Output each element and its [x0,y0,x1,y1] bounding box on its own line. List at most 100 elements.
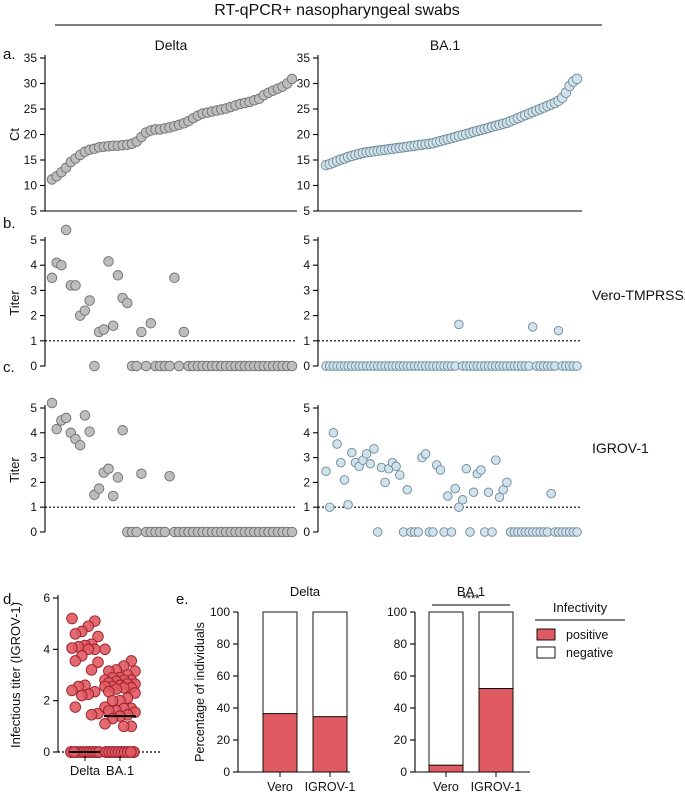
d-point [69,628,82,640]
c-ba1-point [372,527,383,537]
c-ba1-y-tick-label: 5 [303,401,310,415]
row-label-vero: Vero-TMPRSS2 [592,287,685,303]
c-delta-point [84,426,95,437]
b-delta-point [89,360,100,372]
b-delta-point [169,272,180,284]
c-ba1-point [361,449,372,459]
a-delta-y-tick-label: 10 [24,179,38,193]
e-ba1-significance: **** [462,593,480,605]
c-delta-y-label: Titer [7,457,22,483]
b-delta-point [286,360,298,372]
a-ba1-y-tick-label: 35 [297,51,311,65]
c-ba1-y-tick-label: 2 [303,475,310,489]
c-delta-point [286,526,298,538]
b-delta-point [164,360,175,372]
c-delta-y-tick-label: 2 [30,475,37,489]
a-delta-y-tick-label: 5 [30,204,37,218]
c-ba1-point [347,447,357,458]
b-delta-point [70,280,81,291]
c-delta-point [74,439,86,451]
e-ba1-legend-title: Infectivity [553,600,608,615]
c-delta-y-tick-label: 5 [30,401,37,415]
a-ba1-y-tick-label: 10 [297,179,311,193]
b-ba1-y-tick-label: 0 [303,359,310,373]
e-ba1-legend-label: negative [566,646,613,660]
b-ba1-point [527,322,538,332]
e-ba1-y-tick-label: 40 [394,701,408,715]
a-delta-y-tick-label: 30 [24,77,38,91]
e-ba1-y-tick-label: 80 [394,637,408,651]
row-label-igrov: IGROV-1 [592,440,649,456]
d-point [125,746,137,758]
c-delta-y-tick-label: 4 [30,426,37,440]
c-ba1-point [420,449,431,459]
e-delta-bar-negative [312,611,348,718]
b-ba1-point [572,361,582,371]
a-ba1-y-tick-label: 30 [297,77,311,91]
c-delta-y-tick-label: 3 [30,451,37,465]
c-delta-y-tick-label: 0 [30,525,37,539]
c-ba1-point [546,488,556,499]
e-ba1-bar-negative [478,611,514,689]
d-point [99,718,111,730]
b-ba1-point [553,325,564,336]
e-ba1-legend-swatch-positive [536,628,556,641]
c-ba1-point [336,457,346,468]
b-delta-y-label: Titer [7,290,22,316]
c-ba1-y-tick-label: 0 [303,525,310,539]
b-delta-y-tick-label: 0 [30,359,37,373]
e-delta-y-tick-label: 60 [217,669,231,683]
e-delta-y-tick-label: 80 [217,637,231,651]
c-ba1-point [443,491,453,501]
b-delta-point [107,320,119,331]
c-ba1-point [491,455,501,465]
c-delta-point [60,412,72,424]
a-ba1-y-tick-label: 5 [303,204,310,218]
d-y-tick-label: 0 [43,745,50,759]
b-delta-point [56,259,67,271]
c-ba1-point [328,428,339,438]
b-delta-point [178,326,190,338]
d-point [69,701,82,713]
c-ba1-y-tick-label: 4 [303,426,310,440]
b-delta-point [140,360,152,372]
c-ba1-point [446,527,457,537]
b-delta-point [79,305,91,316]
e-delta-bar-positive [312,716,348,773]
d-y-tick-label: 6 [43,591,50,605]
c-ba1-y-tick-label: 3 [303,451,310,465]
b-delta-point [145,317,157,329]
b-delta-point [103,256,114,267]
d-point [85,664,98,676]
b-delta-point [46,272,58,284]
panel-letter-a: a. [3,46,16,63]
c-ba1-point [572,527,582,537]
a-ba1-y-tick-label: 15 [297,153,311,167]
c-delta-point [103,463,114,475]
e-delta-title: Delta [290,584,321,599]
b-ba1-y-tick-label: 5 [303,233,310,247]
b-delta-y-tick-label: 5 [30,233,37,247]
c-ba1-point [498,485,508,495]
b-delta-y-tick-label: 4 [30,258,37,272]
b-delta-point [122,297,133,309]
e-ba1-bar-positive [478,688,514,773]
c-delta-y-tick-label: 1 [30,500,37,514]
b-delta-point [173,360,185,372]
c-delta-point [159,526,171,538]
c-ba1-point [483,487,494,498]
b-delta-y-tick-label: 3 [30,283,37,297]
c-delta-point [79,410,91,421]
e-ba1-y-tick-label: 60 [394,669,408,683]
c-delta-point [164,470,175,482]
d-point [92,630,104,643]
b-ba1-point [454,319,464,330]
d-point [76,689,88,702]
b-delta-point [98,324,110,335]
b-delta-point [131,360,142,372]
c-delta-point [117,425,128,436]
d-y-tick-label: 4 [43,642,50,656]
c-ba1-point [494,492,505,503]
e-delta-x-tick-label: Vero [267,780,293,794]
